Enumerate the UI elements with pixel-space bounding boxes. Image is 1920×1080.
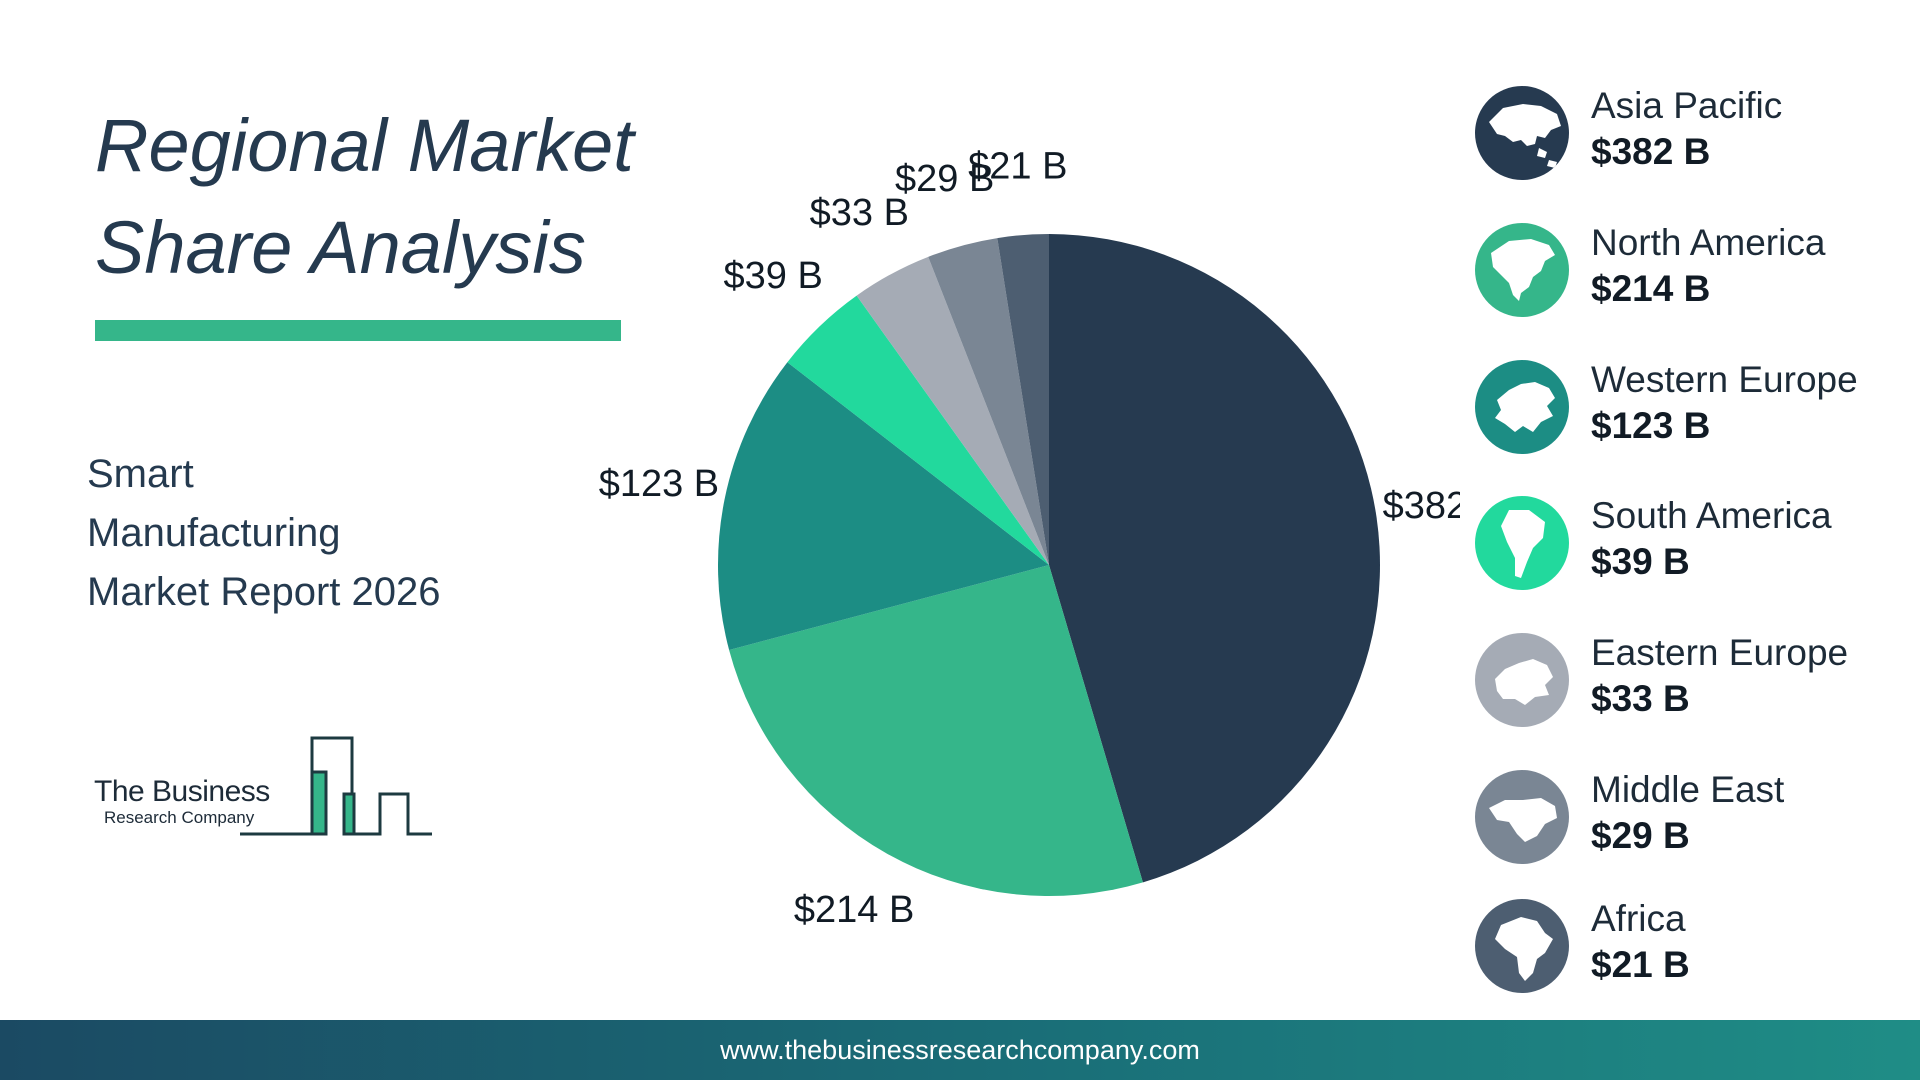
pie-data-label: $382 B [1383,485,1460,527]
subtitle-line-2: Manufacturing [87,511,341,555]
pie-data-label: $214 B [794,889,914,931]
page-title: Regional Market Share Analysis [95,95,695,299]
legend-item-middle-east: Middle East $29 B [1475,768,1895,864]
pie-slice-asia-pacific [1049,234,1380,883]
legend-label: North America [1591,222,1826,263]
pie-data-label: $123 B [599,463,719,505]
middle-east-map-icon [1475,770,1569,864]
title-line-1: Regional Market [95,104,634,187]
legend-label: Western Europe [1591,359,1858,400]
pie-slice-south-america [787,295,1049,565]
pie-slice-western-europe [718,362,1049,650]
legend-value: $29 B [1591,815,1690,856]
pie-slice-north-america [729,565,1143,896]
north-america-map-icon [1475,223,1569,317]
title-underline-bar [95,320,621,341]
africa-map-icon [1475,899,1569,993]
pie-data-label: $39 B [723,255,822,297]
logo-name: The Business [94,775,270,808]
legend-item-north-america: North America $214 B [1475,221,1895,317]
western-europe-map-icon [1475,360,1569,454]
pie-slice-africa [997,234,1049,565]
legend-item-south-america: South America $39 B [1475,494,1895,590]
pie-slice-middle-east [928,238,1049,565]
legend-item-western-europe: Western Europe $123 B [1475,358,1895,454]
footer-url[interactable]: www.thebusinessresearchcompany.com [720,1035,1200,1065]
report-subtitle: Smart Manufacturing Market Report 2026 [87,445,507,622]
south-america-map-icon [1475,496,1569,590]
legend-item-africa: Africa $21 B [1475,897,1895,993]
legend-label: Africa [1591,898,1686,939]
legend-value: $33 B [1591,678,1690,719]
legend-item-eastern-europe: Eastern Europe $33 B [1475,631,1895,727]
legend-label: South America [1591,495,1832,536]
pie-data-label: $21 B [968,145,1067,187]
legend-item-asia-pacific: Asia Pacific $382 B [1475,84,1895,180]
pie-data-label: $29 B [895,158,994,200]
title-line-2: Share Analysis [95,206,586,289]
subtitle-line-1: Smart [87,452,194,496]
logo-bars-graphic [240,736,432,836]
pie-data-label: $33 B [810,192,909,234]
legend-value: $214 B [1591,268,1711,309]
legend-value: $21 B [1591,944,1690,985]
legend-value: $382 B [1591,131,1711,172]
footer-bar: www.thebusinessresearchcompany.com [0,1020,1920,1080]
legend-value: $123 B [1591,405,1711,446]
pie-slice-eastern-europe [856,256,1049,565]
legend-value: $39 B [1591,541,1690,582]
asia-map-icon [1475,86,1569,180]
eastern-europe-map-icon [1475,633,1569,727]
pie-chart: $382 B $214 B $123 B $39 B $33 B$29 B$21 B [599,145,1460,931]
legend-label: Middle East [1591,769,1785,810]
legend-label: Asia Pacific [1591,85,1783,126]
logo-tagline: Research Company [104,808,255,827]
subtitle-line-3: Market Report 2026 [87,570,441,614]
company-logo: The Business Research Company [90,730,435,840]
legend-label: Eastern Europe [1591,632,1849,673]
